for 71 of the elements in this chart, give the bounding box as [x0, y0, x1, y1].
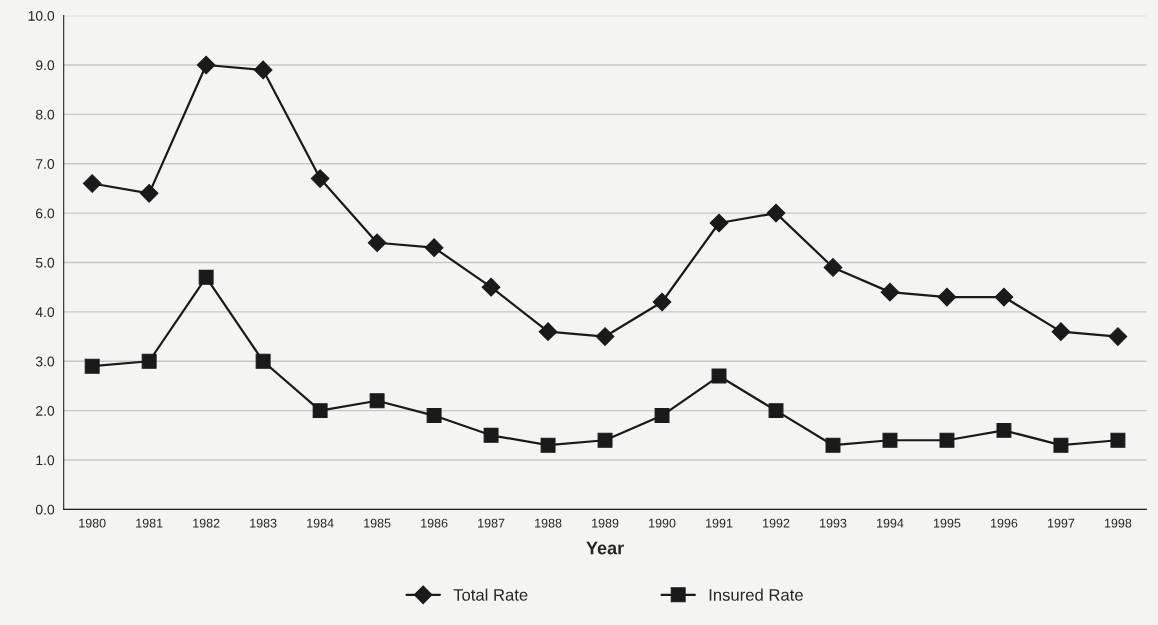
y-tick-label: 0.0 [35, 504, 55, 515]
x-tick-label: 1984 [307, 518, 334, 528]
x-tick-label: 1997 [1047, 518, 1075, 528]
x-tick-label: 1994 [877, 518, 904, 528]
x-tick-label: 1995 [934, 518, 961, 528]
point [310, 169, 330, 188]
point [84, 358, 100, 374]
x-tick-label: 1981 [136, 518, 163, 528]
y-tick-label: 2.0 [36, 405, 55, 416]
point [426, 408, 442, 424]
x-tick-label: 1989 [592, 518, 619, 528]
x-tick-label: 1996 [991, 518, 1018, 528]
point [652, 292, 672, 312]
point [141, 353, 157, 369]
point [882, 432, 898, 448]
x-tick-label: 1985 [364, 518, 391, 528]
y-tick-label: 8.0 [35, 109, 55, 120]
x-tick-label: 1990 [649, 518, 676, 528]
y-tick-label: 10.0 [28, 10, 55, 21]
x-tick-label: 1986 [421, 518, 448, 528]
legend-label: Insured Rate [709, 588, 803, 601]
y-tick-label: 4.0 [35, 307, 55, 318]
point [597, 432, 613, 448]
point [994, 287, 1014, 307]
point [540, 437, 556, 453]
point [766, 203, 786, 223]
point [709, 213, 729, 233]
point [711, 368, 727, 384]
point [312, 403, 328, 419]
legend-label: Total Rate [453, 588, 528, 601]
y-tick-label: 5.0 [35, 257, 55, 268]
point [595, 327, 615, 346]
point [139, 184, 159, 203]
point [1051, 322, 1071, 341]
y-tick-label: 3.0 [35, 356, 55, 367]
x-tick-label: 1998 [1104, 518, 1132, 528]
point [768, 403, 784, 419]
x-tick-label: 1992 [763, 518, 790, 528]
point [825, 437, 841, 453]
point [82, 174, 102, 193]
point [481, 277, 501, 297]
y-tick-label: 1.0 [36, 455, 55, 466]
x-tick-label: 1983 [250, 518, 277, 528]
x-tick-label: 1987 [478, 518, 505, 528]
point [196, 55, 216, 75]
y-tick-label: 6.0 [36, 208, 55, 219]
point [996, 422, 1012, 438]
point [367, 233, 387, 253]
y-tick-label: 9.0 [36, 60, 55, 71]
point [1110, 432, 1126, 448]
point [654, 408, 670, 424]
point [369, 393, 385, 409]
y-tick-label: 7.0 [36, 159, 55, 169]
point [880, 282, 900, 302]
point [1108, 327, 1128, 346]
point [198, 269, 214, 285]
x-tick-label: 1991 [706, 518, 733, 528]
x-tick-label: 1980 [79, 518, 106, 528]
point [538, 322, 558, 341]
x-tick-label: 1993 [820, 518, 847, 528]
x-tick-label: 1988 [535, 518, 562, 528]
point [424, 238, 444, 258]
point [255, 353, 271, 369]
point [483, 427, 499, 443]
x-axis-title: Year [586, 541, 624, 555]
point [939, 432, 955, 448]
point [937, 287, 957, 307]
point [253, 60, 273, 80]
x-tick-label: 1982 [193, 518, 220, 528]
point [1053, 437, 1069, 453]
point [823, 258, 843, 277]
